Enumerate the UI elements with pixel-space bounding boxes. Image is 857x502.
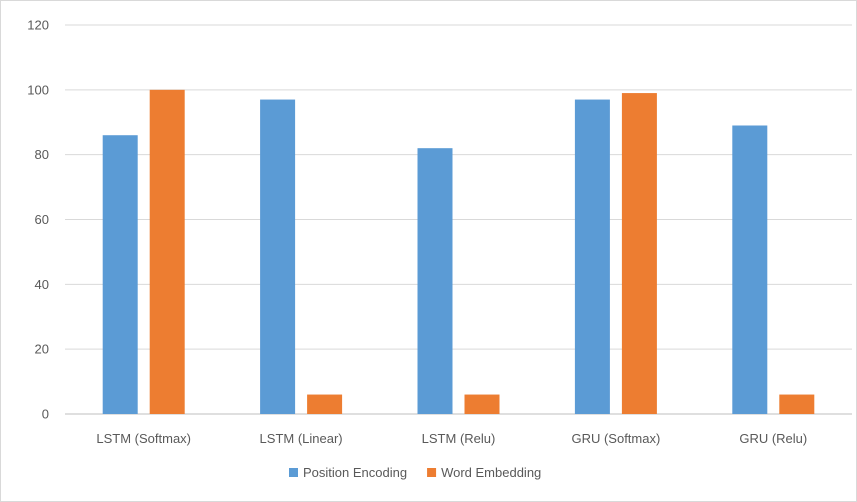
bar-position-encoding (260, 99, 296, 414)
legend-swatch (427, 468, 437, 477)
y-tick-label: 0 (42, 407, 49, 422)
y-tick-label: 20 (35, 342, 49, 357)
legend-swatch (289, 468, 298, 477)
x-tick-label: GRU (Relu) (739, 431, 807, 446)
y-axis: 0 20 40 60 80 100 120 (27, 18, 49, 422)
bar-position-encoding (732, 125, 768, 414)
bar-word-embedding (779, 394, 815, 414)
y-tick-label: 100 (27, 82, 49, 97)
x-tick-label: GRU (Softmax) (571, 431, 660, 446)
bar-word-embedding (464, 394, 500, 414)
gridlines (65, 24, 852, 415)
x-axis: LSTM (Softmax) LSTM (Linear) LSTM (Relu) GR… (96, 431, 807, 446)
x-tick-label: LSTM (Relu) (422, 431, 496, 446)
bar-word-embedding (621, 93, 657, 414)
x-tick-label: LSTM (Linear) (260, 431, 343, 446)
legend-label: Position Encoding (303, 465, 407, 480)
bars (102, 89, 815, 414)
y-tick-label: 120 (27, 18, 49, 33)
bar-word-embedding (149, 89, 185, 414)
y-tick-label: 60 (35, 212, 49, 227)
bar-position-encoding (102, 135, 138, 414)
legend: Position Encoding Word Embedding (289, 465, 541, 480)
x-tick-label: LSTM (Softmax) (96, 431, 191, 446)
bar-word-embedding (307, 394, 343, 414)
bar-position-encoding (417, 148, 453, 414)
y-tick-label: 40 (35, 277, 49, 292)
y-tick-label: 80 (35, 147, 49, 162)
bar-position-encoding (574, 99, 610, 414)
legend-label: Word Embedding (441, 465, 541, 480)
